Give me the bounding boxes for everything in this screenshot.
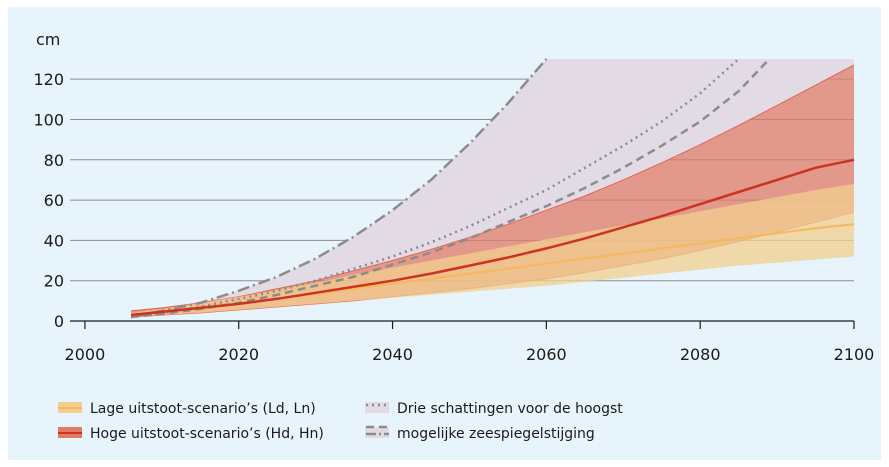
legend-swatch (365, 402, 389, 413)
legend-item: mogelijke zeespiegelstijging (365, 425, 595, 442)
y-tick-label: 60 (44, 191, 64, 210)
extreme-curve-dotted (130, 58, 740, 319)
y-tick-label: 20 (44, 272, 64, 291)
chart-panel: 2000 2020 2040 2060 2080 2100 0 20 40 60 80 100 120 … (8, 7, 881, 460)
y-unit-label: cm (36, 30, 60, 49)
legend-label: Lage uitstoot-scenario’s (Ld, Ln) (90, 401, 316, 417)
low-emission-band (131, 184, 855, 317)
extreme-curve-dashed (130, 58, 771, 319)
x-tick-label: 2020 (218, 345, 259, 364)
y-tick-label: 100 (33, 110, 64, 129)
y-tick-label: 80 (44, 151, 64, 170)
legend-item: Lage uitstoot-scenario’s (Ld, Ln) (58, 401, 316, 417)
legend-label: Drie schattingen voor de hoogst (397, 401, 623, 417)
sea-level-chart: 2000 2020 2040 2060 2080 2100020406080100120 … (33, 30, 874, 442)
y-tick-label: 0 (54, 312, 64, 331)
extreme-estimate-band (131, 59, 855, 317)
legend-label: mogelijke zeespiegelstijging (397, 426, 595, 442)
y-tick-label: 40 (44, 231, 64, 250)
x-tick-label: 2060 (526, 345, 567, 364)
legend-item: Hoge uitstoot-scenario’s (Hd, Hn) (58, 426, 324, 442)
x-tick-label: 2040 (372, 345, 413, 364)
x-tick-label: 2000 (65, 345, 106, 364)
legend-swatch (365, 427, 389, 438)
x-tick-label: 2100 (834, 345, 875, 364)
y-tick-label: 120 (33, 70, 64, 89)
extreme-curve-dashdot (130, 58, 548, 319)
legend: Lage uitstoot-scenario’s (Ld, Ln) Hoge ui… (58, 401, 623, 442)
high-emission-line (130, 158, 855, 317)
bands (131, 59, 855, 318)
series-lines (130, 58, 855, 319)
legend-item: Drie schattingen voor de hoogst (365, 401, 623, 417)
x-tick-label: 2080 (680, 345, 721, 364)
legend-label: Hoge uitstoot-scenario’s (Hd, Hn) (90, 426, 324, 442)
